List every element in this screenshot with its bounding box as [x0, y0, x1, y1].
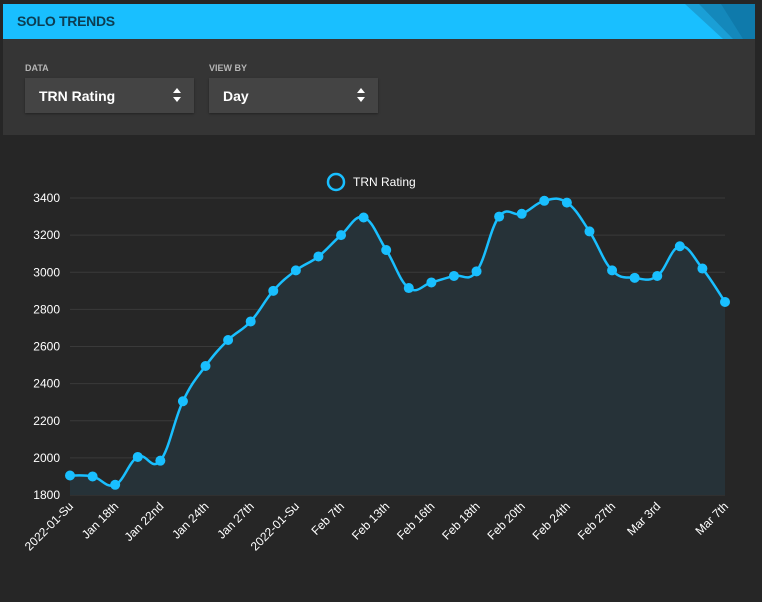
legend-label: TRN Rating	[353, 175, 416, 189]
data-point[interactable]	[448, 270, 459, 281]
data-point[interactable]	[607, 265, 618, 276]
x-tick-label: Feb 7th	[308, 499, 347, 538]
data-point[interactable]	[674, 241, 685, 252]
data-point[interactable]	[223, 335, 234, 346]
data-point[interactable]	[471, 266, 482, 277]
x-tick-label: Feb 24th	[530, 499, 573, 542]
x-tick-label: Feb 20th	[484, 499, 527, 542]
data-point[interactable]	[200, 360, 211, 371]
view-by-select-label: VIEW BY	[209, 63, 248, 73]
data-point[interactable]	[652, 270, 663, 281]
data-point[interactable]	[313, 251, 324, 262]
data-point[interactable]	[494, 211, 505, 222]
data-point[interactable]	[65, 470, 75, 481]
data-point[interactable]	[697, 263, 708, 274]
data-point[interactable]	[720, 296, 730, 307]
data-point[interactable]	[336, 230, 347, 241]
legend-marker-icon	[326, 172, 346, 192]
corner-decoration-icon	[685, 4, 755, 39]
data-point[interactable]	[245, 316, 256, 327]
y-tick-label: 2600	[33, 340, 60, 354]
data-select[interactable]: TRN Rating	[25, 78, 194, 113]
data-point[interactable]	[426, 277, 437, 288]
data-point[interactable]	[110, 479, 121, 490]
y-tick-label: 2400	[33, 377, 60, 391]
data-point[interactable]	[584, 226, 595, 237]
data-select-label: DATA	[25, 63, 49, 73]
data-point[interactable]	[516, 208, 527, 219]
x-tick-label: Jan 27th	[214, 499, 256, 541]
data-point[interactable]	[87, 471, 98, 482]
data-point[interactable]	[403, 283, 414, 294]
view-by-select[interactable]: Day	[209, 78, 378, 113]
sort-arrows-icon	[357, 88, 365, 102]
data-point[interactable]	[268, 285, 279, 296]
y-tick-label: 1800	[33, 488, 60, 502]
x-tick-label: Feb 18th	[439, 499, 482, 542]
data-point[interactable]	[358, 212, 369, 223]
controls-bar: DATA TRN Rating VIEW BY Day	[3, 39, 755, 135]
x-tick-label: 2022-01-Su	[22, 499, 76, 553]
y-tick-label: 2000	[33, 451, 60, 465]
data-point[interactable]	[290, 265, 301, 276]
view-by-select-value: Day	[223, 88, 249, 104]
y-tick-label: 3400	[33, 191, 60, 205]
x-tick-label: Jan 24th	[169, 499, 211, 541]
x-tick-label: 2022-01-Su	[248, 499, 302, 553]
panel-header: SOLO TRENDS	[3, 4, 755, 39]
panel-title: SOLO TRENDS	[17, 13, 115, 29]
x-tick-label: Mar 3rd	[624, 499, 663, 538]
chart-legend: TRN Rating	[326, 172, 416, 192]
data-point[interactable]	[561, 197, 572, 208]
x-tick-label: Mar 7th	[692, 499, 731, 538]
y-tick-label: 2200	[33, 414, 60, 428]
data-point[interactable]	[381, 244, 392, 255]
data-point[interactable]	[132, 451, 143, 462]
x-tick-label: Jan 18th	[79, 499, 121, 541]
series-area	[70, 198, 725, 495]
data-select-value: TRN Rating	[39, 88, 116, 104]
x-tick-label: Jan 22nd	[122, 499, 167, 544]
data-point[interactable]	[539, 195, 550, 206]
x-tick-label: Feb 16th	[394, 499, 437, 542]
trend-chart: TRN Rating 1800 2000 2200 2400 2600 2800 3000 3…	[3, 135, 755, 598]
data-point[interactable]	[177, 396, 188, 407]
x-tick-label: Feb 13th	[349, 499, 392, 542]
y-tick-label: 2800	[33, 302, 60, 316]
sort-arrows-icon	[173, 88, 181, 102]
y-tick-label: 3000	[33, 265, 60, 279]
data-point[interactable]	[155, 455, 166, 466]
trend-chart-svg: TRN Rating 1800 2000 2200 2400 2600 2800 3000 3…	[22, 172, 731, 553]
y-tick-label: 3200	[33, 228, 60, 242]
data-point[interactable]	[629, 272, 640, 283]
x-tick-label: Feb 27th	[575, 499, 618, 542]
